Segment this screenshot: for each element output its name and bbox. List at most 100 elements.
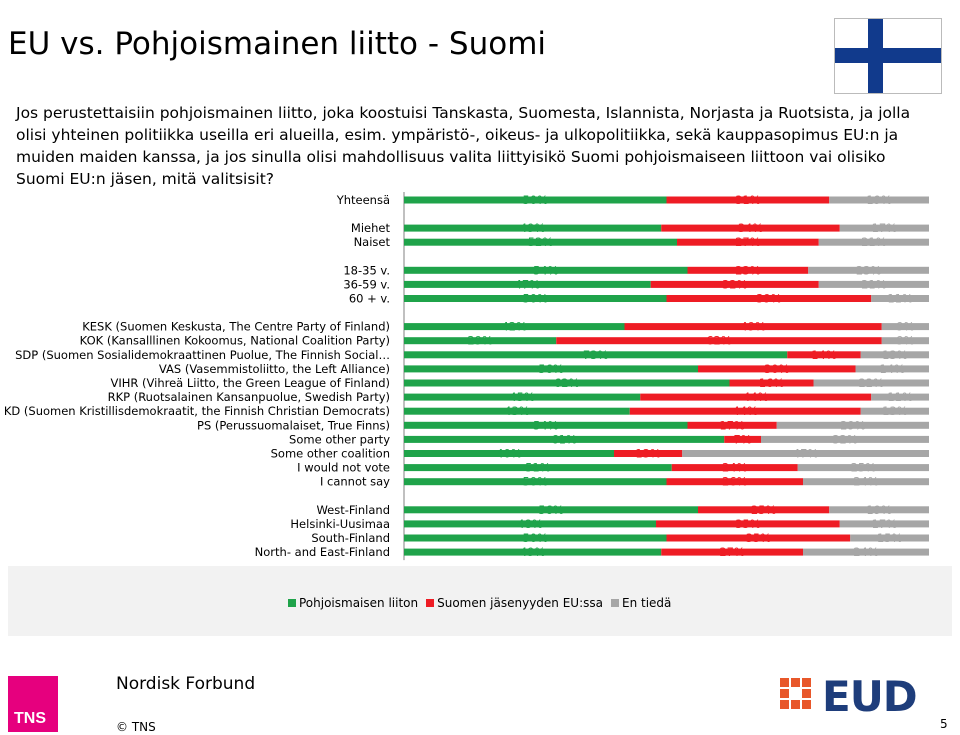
bar-segment-2 (624, 323, 882, 331)
data-label: 56% (538, 362, 564, 376)
bar-segment-2 (666, 295, 872, 302)
category-label: I would not vote (297, 461, 390, 475)
legend-item: Pohjoismaisen liiton (288, 596, 418, 610)
footer-organization: Nordisk Forbund (116, 674, 256, 694)
bar-segment-1 (404, 421, 688, 429)
eud-logo-mark-icon (780, 678, 820, 718)
bar-segment-2 (698, 506, 830, 514)
data-label: 30% (764, 362, 790, 376)
eud-logo: EUD (780, 672, 930, 721)
legend-label: Pohjoismaisen liiton (299, 596, 419, 610)
category-label: Naiset (354, 235, 391, 249)
data-label: 49% (740, 320, 766, 334)
data-label: 40% (496, 447, 522, 461)
bar-segment-3 (803, 548, 929, 556)
data-label: 32% (832, 432, 858, 446)
eud-logo-text: EUD (822, 672, 918, 721)
legend-swatch (610, 599, 619, 607)
data-label: 73% (583, 348, 609, 362)
bar-segment-1 (404, 238, 677, 246)
bar-segment-1 (404, 534, 667, 542)
data-label: 32% (722, 277, 748, 291)
bar-segment-3 (803, 478, 929, 486)
data-label: 43% (504, 404, 530, 418)
data-label: 23% (735, 263, 761, 277)
data-label: 13% (882, 348, 908, 362)
bar-segment-1 (404, 435, 725, 443)
data-label: 51% (525, 461, 551, 475)
bar-segment-1 (404, 379, 730, 387)
bar-segment-2 (677, 238, 819, 246)
category-label: North- and East-Finland (255, 545, 390, 559)
data-label: 22% (858, 376, 884, 390)
chart-legend: Pohjoismaisen liiton Suomen jäsenyyden EU… (288, 596, 671, 610)
bar-segment-3 (881, 337, 929, 345)
data-label: 35% (746, 531, 772, 545)
bar-segment-1 (404, 323, 625, 331)
bar-segment-2 (614, 450, 683, 457)
data-label: 50% (522, 475, 548, 489)
bar-segment-3 (808, 266, 929, 274)
data-label: 25% (851, 461, 877, 475)
bar-segment-3 (850, 534, 929, 542)
bar-segment-1 (404, 464, 672, 472)
bar-segment-3 (871, 295, 929, 302)
bar-segment-2 (556, 337, 882, 345)
bar-segment-2 (666, 196, 830, 204)
page-number: 5 (940, 717, 948, 731)
bar-segment-2 (629, 407, 861, 415)
slide-title: EU vs. Pohjoismainen liitto - Suomi (8, 26, 547, 62)
category-label: KD (Suomen Kristillisdemokraatit, the Fi… (4, 404, 390, 418)
data-label: 15% (877, 531, 903, 545)
legend-swatch (426, 599, 435, 607)
bar-segment-2 (656, 520, 840, 528)
data-label: 21% (861, 277, 887, 291)
bar-segment-1 (404, 295, 667, 302)
data-label: 25% (751, 503, 777, 517)
bar-segment-3 (881, 323, 929, 331)
data-label: 29% (467, 334, 493, 348)
data-label: 19% (866, 193, 892, 207)
legend-item: Suomen jäsenyyden EU:ssa (426, 596, 603, 610)
bar-segment-3 (682, 450, 929, 457)
category-label: I cannot say (320, 475, 390, 489)
flag-cross-vertical (868, 19, 883, 93)
category-label: Helsinki-Uusimaa (290, 517, 390, 531)
footer-copyright: © TNS (116, 720, 156, 734)
bar-segment-1 (404, 280, 651, 288)
legend-swatch (288, 599, 296, 607)
legend-label: En tiedä (621, 596, 672, 610)
data-label: 31% (735, 193, 761, 207)
data-label: 24% (722, 461, 748, 475)
data-label: 17% (872, 517, 898, 531)
data-label: 44% (743, 390, 769, 404)
data-label: 24% (853, 475, 879, 489)
data-label: 26% (722, 475, 748, 489)
bar-segment-2 (687, 266, 809, 274)
bar-segment-2 (729, 379, 814, 387)
data-label: 13% (635, 447, 661, 461)
data-label: 14% (811, 348, 837, 362)
bar-segment-2 (698, 365, 856, 373)
bar-segment-2 (724, 435, 761, 443)
category-label: West-Finland (316, 503, 390, 517)
bar-segment-1 (404, 393, 641, 401)
data-label: 62% (706, 334, 732, 348)
bar-segment-3 (797, 464, 929, 472)
bar-segment-3 (860, 351, 929, 359)
data-label: 11% (887, 292, 913, 306)
category-label: VAS (Vasemmistoliitto, the Left Alliance… (159, 362, 390, 376)
category-label: Some other coalition (271, 447, 390, 461)
data-label: 24% (853, 545, 879, 559)
bar-segment-1 (404, 196, 667, 204)
data-label: 27% (719, 545, 745, 559)
data-label: 54% (533, 263, 559, 277)
data-label: 56% (538, 503, 564, 517)
bar-segment-3 (871, 393, 929, 401)
category-label: Yhteensä (336, 193, 390, 207)
data-label: 27% (735, 235, 761, 249)
legend-label: Suomen jäsenyyden EU:ssa (437, 596, 603, 610)
data-label: 7% (734, 432, 752, 446)
data-label: 9% (896, 334, 914, 348)
data-label: 34% (738, 221, 764, 235)
